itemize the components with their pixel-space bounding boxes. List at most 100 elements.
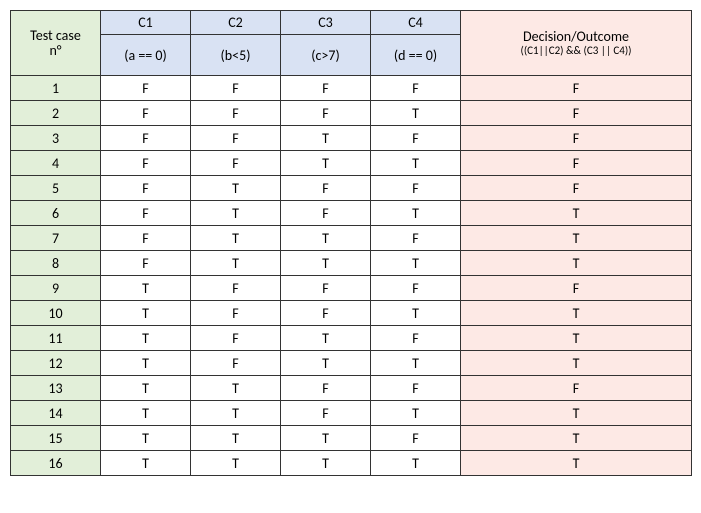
cell-c1: T [101,301,191,326]
cell-c3: T [281,126,371,151]
cell-c2: T [191,201,281,226]
cell-outcome: F [461,76,692,101]
header-c2: C2 [191,11,281,35]
table-row: 5FTFFF [11,176,692,201]
cell-testcase-n: 12 [11,351,101,376]
cell-c4: T [371,251,461,276]
header-outcome: Decision/Outcome ((C1||C2) && (C3 || C4)… [461,11,692,76]
cell-c3: T [281,326,371,351]
table-row: 4FFTTF [11,151,692,176]
header-testcase-l2: n° [49,42,61,59]
cell-outcome: T [461,451,692,476]
cell-c2: F [191,301,281,326]
cell-c1: T [101,351,191,376]
table-row: 12TFTTT [11,351,692,376]
cell-c4: F [371,126,461,151]
cell-c2: F [191,351,281,376]
cell-outcome: T [461,226,692,251]
cell-c1: F [101,126,191,151]
cell-c1: T [101,326,191,351]
cell-testcase-n: 6 [11,201,101,226]
cell-c4: F [371,176,461,201]
cell-outcome: T [461,251,692,276]
cell-c3: T [281,226,371,251]
header-c4: C4 [371,11,461,35]
table-row: 9TFFFF [11,276,692,301]
cell-c4: T [371,201,461,226]
table-row: 10TFFTT [11,301,692,326]
table-row: 11TFTFT [11,326,692,351]
cell-outcome: T [461,401,692,426]
cell-outcome: T [461,301,692,326]
cell-c2: T [191,176,281,201]
cell-c2: F [191,76,281,101]
cell-outcome: T [461,351,692,376]
cell-testcase-n: 3 [11,126,101,151]
cell-outcome: T [461,426,692,451]
cell-c2: T [191,451,281,476]
cell-testcase-n: 15 [11,426,101,451]
cell-c4: T [371,101,461,126]
cell-c4: T [371,451,461,476]
cell-c1: T [101,376,191,401]
cell-testcase-n: 8 [11,251,101,276]
table-row: 6FTFTT [11,201,692,226]
table-row: 13TTFFF [11,376,692,401]
cell-c1: F [101,101,191,126]
cell-testcase-n: 4 [11,151,101,176]
table-row: 16TTTTT [11,451,692,476]
header-c3: C3 [281,11,371,35]
cell-c3: T [281,426,371,451]
cell-outcome: F [461,151,692,176]
header-c1: C1 [101,11,191,35]
cell-outcome: F [461,276,692,301]
cell-c1: F [101,201,191,226]
header-c4-expr: (d == 0) [371,35,461,76]
cell-outcome: F [461,376,692,401]
table-row: 8FTTTT [11,251,692,276]
cell-c1: T [101,401,191,426]
cell-c1: F [101,176,191,201]
cell-c1: T [101,451,191,476]
cell-outcome: T [461,326,692,351]
cell-outcome: F [461,126,692,151]
cell-c3: T [281,151,371,176]
header-c3-expr: (c>7) [281,35,371,76]
cell-testcase-n: 1 [11,76,101,101]
cell-c2: F [191,326,281,351]
cell-testcase-n: 13 [11,376,101,401]
cell-c4: F [371,376,461,401]
table-body: 1FFFFF2FFFTF3FFTFF4FFTTF5FTFFF6FTFTT7FTT… [11,76,692,476]
cell-c3: F [281,276,371,301]
cell-c3: T [281,451,371,476]
table-row: 2FFFTF [11,101,692,126]
header-c2-expr: (b<5) [191,35,281,76]
cell-c1: T [101,426,191,451]
cell-testcase-n: 10 [11,301,101,326]
cell-c4: T [371,151,461,176]
cell-c3: F [281,301,371,326]
table-row: 3FFTFF [11,126,692,151]
table-row: 1FFFFF [11,76,692,101]
cell-c3: F [281,76,371,101]
cell-c2: F [191,151,281,176]
header-testcase: Test case n° [11,11,101,76]
cell-c1: F [101,251,191,276]
table-row: 14TTFTT [11,401,692,426]
cell-c3: F [281,401,371,426]
cell-c2: F [191,126,281,151]
header-c1-expr: (a == 0) [101,35,191,76]
cell-c2: T [191,401,281,426]
cell-testcase-n: 9 [11,276,101,301]
cell-c2: F [191,276,281,301]
table-row: 15TTTFT [11,426,692,451]
cell-c1: F [101,151,191,176]
cell-c4: F [371,426,461,451]
cell-testcase-n: 2 [11,101,101,126]
table-row: 7FTTFT [11,226,692,251]
cell-c4: T [371,301,461,326]
cell-outcome: T [461,201,692,226]
cell-c3: F [281,101,371,126]
cell-c2: T [191,376,281,401]
cell-outcome: F [461,101,692,126]
